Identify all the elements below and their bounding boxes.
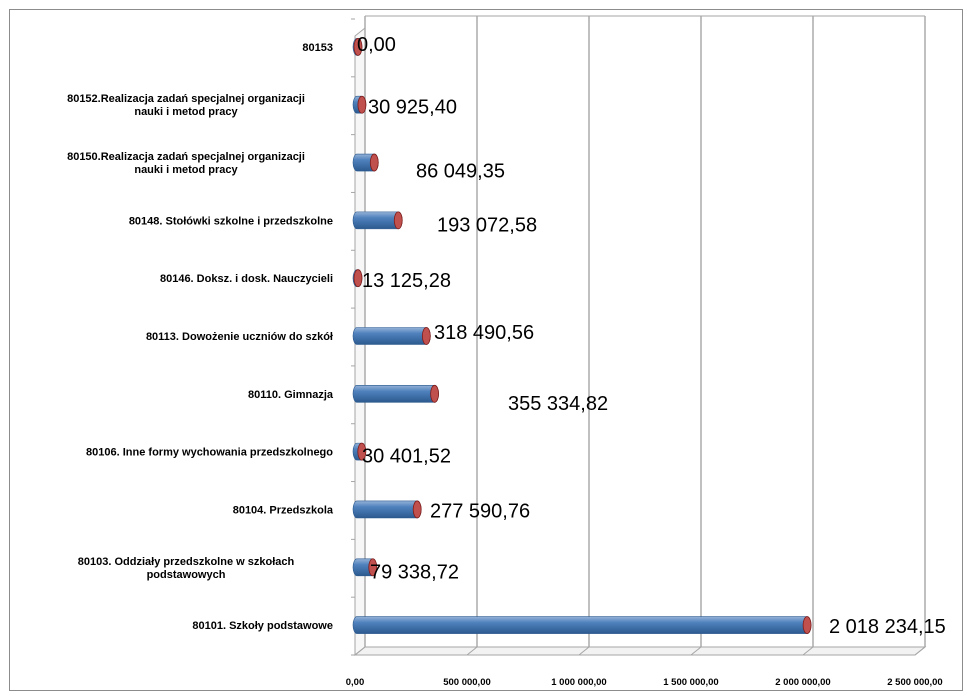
value-label: 318 490,56 (434, 322, 534, 344)
category-label-line: 80146. Doksz. i dosk. Nauczycieli (160, 273, 333, 285)
value-label: 86 049,35 (416, 161, 505, 183)
value-labels: 0,00 30 925,40 86 049,35 193 072,58 13 125,2… (357, 34, 946, 638)
bar (352, 616, 812, 634)
gridlines (351, 15, 926, 656)
x-tick-label: 0,00 (346, 677, 365, 688)
category-labels: 80153 80152.Realizacja zadań specjalnej o… (67, 42, 334, 632)
bar-cap (369, 153, 379, 172)
bar-cap (357, 442, 367, 461)
bar-body (352, 327, 431, 345)
floor-gridline (914, 646, 926, 656)
bar-cap (421, 327, 431, 345)
bar-cap (353, 269, 363, 288)
category-label-line: 80148. Stołówki szkolne i przedszkolne (129, 215, 333, 227)
category-label-line: 80150.Realizacja zadań specjalnej organi… (67, 151, 305, 163)
category-label: 80148. Stołówki szkolne i przedszkolne (129, 215, 333, 227)
category-label: 80103. Oddziały przedszkolne w szkołach p… (78, 556, 295, 581)
bar-cap (393, 211, 403, 230)
chart-frame (9, 9, 963, 691)
value-label: 30 925,40 (368, 97, 457, 119)
category-label-line: podstawowych (147, 569, 226, 581)
x-tick-label: 2 500 000,00 (887, 677, 942, 688)
bar (352, 153, 379, 172)
floor-gridline (354, 646, 366, 656)
category-label-line: 80103. Oddziały przedszkolne w szkołach (78, 556, 295, 568)
bar (352, 327, 431, 345)
bar (352, 442, 367, 461)
bar-body (352, 385, 439, 403)
category-label: 80101. Szkoły podstawowe (192, 620, 333, 632)
category-label: 80110. Gimnazja (248, 389, 334, 401)
bar-cap (368, 558, 378, 577)
bar (352, 211, 403, 230)
category-label: 80106. Inne formy wychowania przedszkoln… (86, 447, 333, 459)
value-label: 30 401,52 (362, 446, 451, 468)
bar-body (352, 500, 422, 519)
category-label: 80152.Realizacja zadań specjalnej organi… (67, 93, 305, 118)
bar (352, 269, 363, 288)
category-label: 80104. Przedszkola (233, 504, 334, 516)
x-axis-ticks: 0,00 500 000,00 1 000 000,00 1 500 000,00 2 … (346, 677, 943, 688)
value-label: 13 125,28 (362, 270, 451, 292)
category-label: 80146. Doksz. i dosk. Nauczycieli (160, 273, 333, 285)
bar (352, 38, 363, 56)
category-label: 80113. Dowożenie uczniów do szkół (146, 331, 333, 343)
category-label-line: 80153 (302, 42, 333, 54)
bar (352, 95, 367, 114)
category-label-line: 80106. Inne formy wychowania przedszkoln… (86, 447, 333, 459)
value-label: 277 590,76 (430, 500, 530, 522)
value-label: 193 072,58 (437, 214, 537, 236)
category-label-line: 80110. Gimnazja (248, 389, 334, 401)
value-label: 0,00 (357, 34, 396, 56)
value-label: 2 018 234,15 (829, 616, 946, 638)
bar-body (352, 616, 812, 634)
bar (352, 558, 378, 577)
bar (352, 500, 422, 519)
category-label-line: nauki i metod pracy (134, 164, 238, 176)
value-label: 79 338,72 (370, 561, 459, 583)
floor (353, 646, 927, 656)
bars (352, 38, 812, 634)
bar-cap (430, 384, 439, 403)
category-label: 80150.Realizacja zadań specjalnej organi… (67, 151, 305, 176)
category-label: 80153 (302, 42, 333, 54)
bar-cap (357, 95, 367, 114)
category-label-line: 80152.Realizacja zadań specjalnej organi… (67, 93, 305, 105)
bar-cap (353, 38, 363, 56)
value-label: 355 334,82 (508, 393, 608, 415)
floor-gridline (690, 646, 702, 656)
x-tick-label: 1 500 000,00 (663, 677, 718, 688)
floor-gridline (578, 646, 590, 656)
bar-cap (802, 616, 812, 634)
category-label-line: 80104. Przedszkola (233, 504, 334, 516)
floor-gridline (466, 646, 478, 656)
x-tick-label: 1 000 000,00 (551, 677, 606, 688)
bar (352, 384, 439, 403)
floor-gridline (802, 646, 814, 656)
bar-cap (412, 500, 422, 519)
x-tick-label: 500 000,00 (443, 677, 491, 688)
x-tick-label: 2 000 000,00 (775, 677, 830, 688)
category-label-line: 80113. Dowożenie uczniów do szkół (146, 331, 333, 343)
category-label-line: nauki i metod pracy (134, 106, 238, 118)
category-label-line: 80101. Szkoły podstawowe (192, 620, 333, 632)
